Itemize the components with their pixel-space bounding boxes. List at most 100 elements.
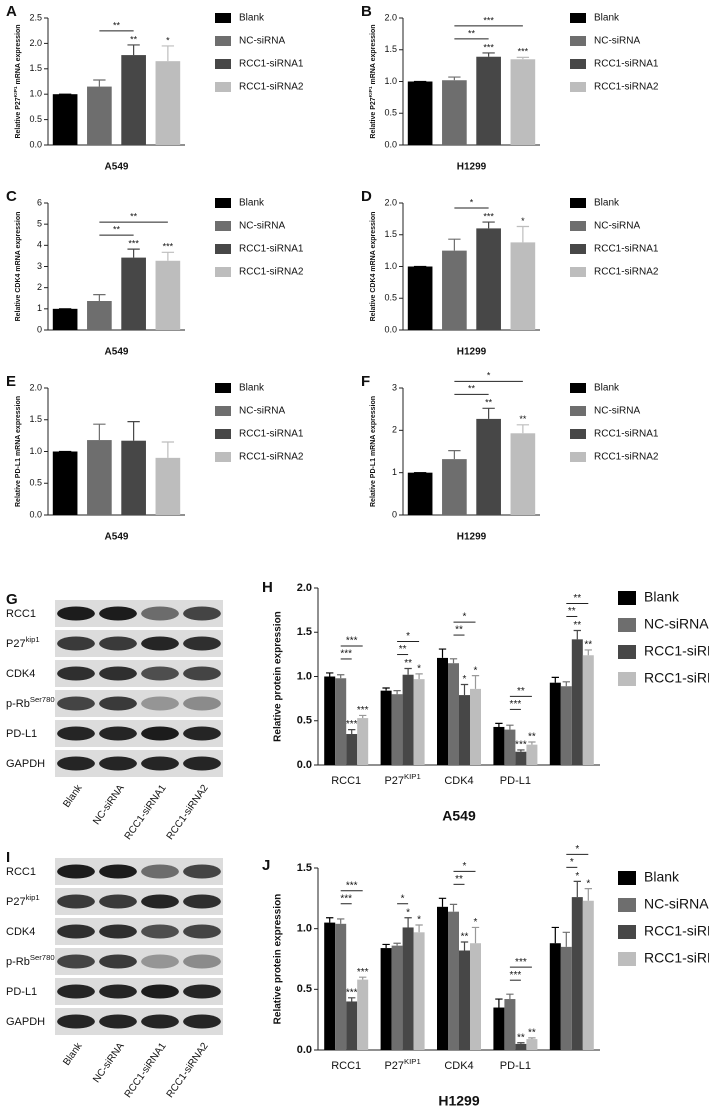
blot-lane-label: RCC1-siRNA1 <box>123 783 169 842</box>
bar <box>121 440 146 515</box>
legend-label: RCC1-siRNA2 <box>644 950 709 966</box>
blot-row-label: P27kip1 <box>6 635 40 650</box>
error-bar <box>348 997 356 1002</box>
x-axis-label: H1299 <box>438 1093 479 1109</box>
blot-row-label: RCC1 <box>6 866 36 878</box>
panel-letter: G <box>6 591 18 608</box>
error-bar <box>449 658 458 664</box>
error-bar <box>506 724 514 730</box>
error-bar <box>93 294 106 302</box>
legend-label: Blank <box>239 198 265 209</box>
x-tick-label: RCC1 <box>331 775 361 787</box>
legend-label: RCC1-siRNA2 <box>239 452 304 463</box>
legend-swatch <box>570 267 586 277</box>
significance: ** <box>485 398 493 408</box>
blot-row-label: CDK4 <box>6 668 35 680</box>
x-tick-label: PD-L1 <box>500 775 531 787</box>
x-tick-label: RCC1 <box>331 1060 361 1072</box>
blot-band <box>99 666 137 681</box>
legend-label: NC-siRNA <box>239 221 285 232</box>
blot-band <box>57 726 95 741</box>
significance: *** <box>340 649 352 660</box>
legend-label: RCC1-siRNA1 <box>644 923 709 939</box>
bar <box>469 688 481 765</box>
bar <box>346 1001 358 1050</box>
legend-label: Blank <box>239 13 265 24</box>
legend-label: RCC1-siRNA2 <box>594 452 659 463</box>
legend-swatch <box>215 452 231 462</box>
y-tick-label: 3 <box>392 382 397 392</box>
significance: ** <box>455 874 463 885</box>
significance: * <box>406 907 410 918</box>
significance: * <box>166 35 170 45</box>
y-axis-label: Relative P27KIP1 mRNA expression <box>368 24 377 138</box>
blot-band <box>57 984 95 999</box>
panel-letter: C <box>6 188 17 205</box>
error-bar <box>495 998 503 1008</box>
error-bar <box>516 56 530 60</box>
error-bar <box>448 76 461 81</box>
legend-label: NC-siRNA <box>594 36 640 47</box>
blot-lane-label: Blank <box>61 782 85 810</box>
bar <box>582 655 594 765</box>
error-bar <box>517 1042 525 1044</box>
significance: * <box>586 878 590 889</box>
blot-row-label: GAPDH <box>6 758 45 770</box>
legend-label: NC-siRNA <box>594 221 640 232</box>
bar <box>549 682 561 765</box>
blot-band <box>183 756 221 771</box>
blot-band <box>57 864 95 879</box>
significance: ** <box>573 620 581 631</box>
panel-letter: B <box>361 3 372 20</box>
y-tick-label: 0.0 <box>384 139 397 149</box>
error-bar <box>517 749 525 752</box>
bar <box>380 690 392 765</box>
y-tick-label: 6 <box>37 197 42 207</box>
y-axis-label-part: mRNA expression <box>370 24 377 86</box>
blot-band <box>57 606 95 621</box>
error-bar <box>393 942 401 946</box>
blot-band <box>99 894 137 909</box>
error-bar <box>337 918 345 924</box>
legend-swatch <box>215 13 231 23</box>
bar <box>476 418 501 515</box>
bar <box>493 726 505 765</box>
blot-band <box>99 696 137 711</box>
legend-swatch <box>570 383 586 393</box>
y-tick-label: 1.5 <box>29 414 42 424</box>
blot-band <box>99 924 137 939</box>
x-tick-label: CDK4 <box>444 775 473 787</box>
x-tick-label: P27KIP1 <box>384 1057 420 1072</box>
y-tick-label: 0.5 <box>29 478 42 488</box>
blot-band <box>99 984 137 999</box>
bar <box>324 676 336 765</box>
legend-label: RCC1-siRNA1 <box>644 643 709 659</box>
panel-letter: A <box>6 3 17 20</box>
blot-band <box>183 894 221 909</box>
significance: * <box>487 371 491 381</box>
blot-lane-label: NC-siRNA <box>91 1041 127 1085</box>
legend-swatch <box>618 925 636 939</box>
blot-row-label: p-RbSer780 <box>6 695 55 710</box>
bar <box>459 695 470 765</box>
bar <box>407 266 433 330</box>
y-tick-label: 1.0 <box>297 923 312 935</box>
error-bar <box>393 690 401 695</box>
legend-swatch <box>215 59 231 69</box>
y-tick-label: 2.0 <box>384 197 397 207</box>
legend-label: RCC1-siRNA2 <box>594 82 659 93</box>
legend-label: Blank <box>594 383 620 394</box>
x-tick-label: P27KIP1 <box>384 772 420 787</box>
error-bar <box>415 673 423 680</box>
blot-band <box>183 1014 221 1029</box>
legend-label: RCC1-siRNA2 <box>594 267 659 278</box>
legend-swatch <box>215 267 231 277</box>
legend-swatch <box>215 198 231 208</box>
y-axis-label-part: Relative P27 <box>370 97 377 138</box>
blot-band <box>57 954 95 969</box>
y-tick-label: 1.5 <box>297 626 312 638</box>
legend-label: NC-siRNA <box>594 406 640 417</box>
bar <box>346 734 358 765</box>
bar <box>391 945 403 1050</box>
